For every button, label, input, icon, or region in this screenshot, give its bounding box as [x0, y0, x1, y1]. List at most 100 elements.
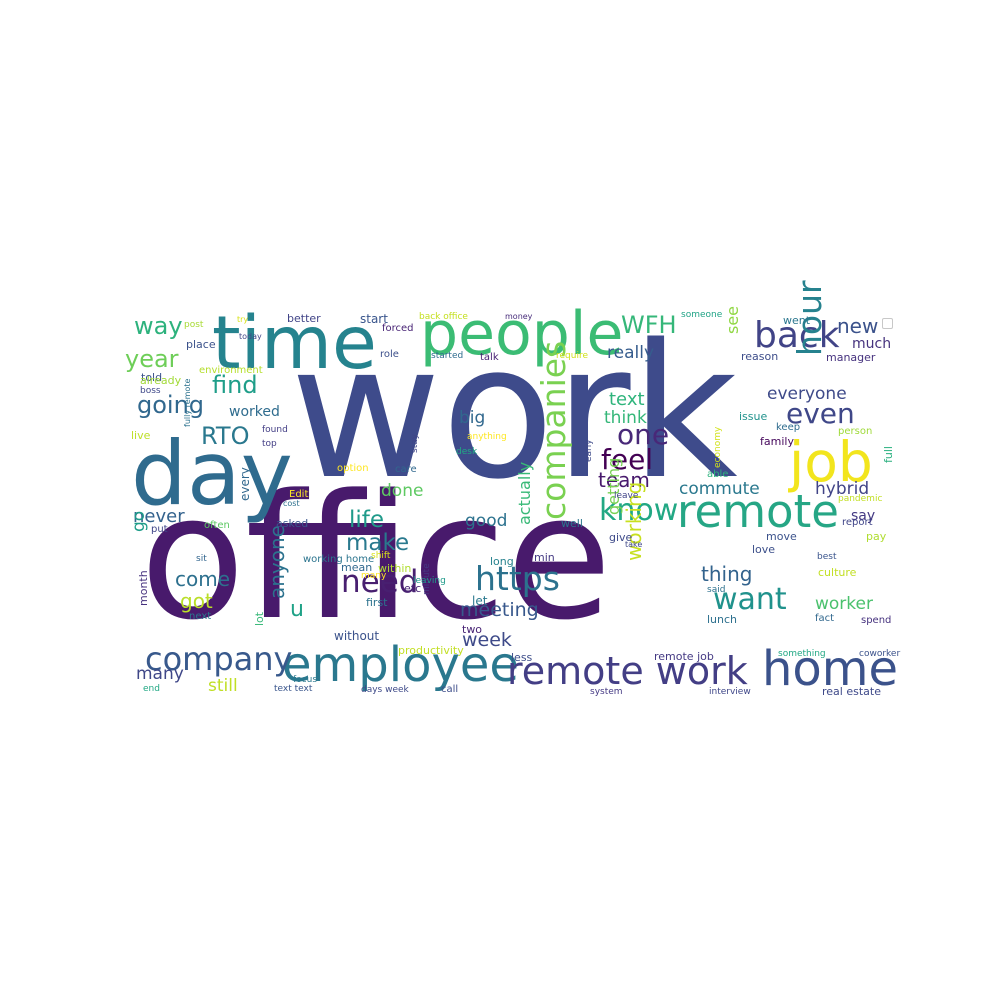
word-want: want [713, 582, 787, 617]
word-move: move [766, 530, 797, 543]
word-done: done [381, 481, 424, 501]
word-even: even [786, 397, 855, 430]
word-care: care [395, 464, 417, 475]
word-new: new [837, 314, 879, 338]
checkbox-icon [882, 318, 893, 329]
word-without: without [334, 629, 380, 643]
word-less: less [511, 651, 533, 664]
word-thing: thing [701, 562, 753, 586]
word-forced: forced [382, 323, 414, 334]
word-sit: sit [196, 554, 207, 564]
word-worked: worked [229, 404, 280, 420]
word-feel: feel [601, 443, 654, 476]
word-first: first [366, 596, 388, 609]
word-year: year [125, 345, 179, 373]
word-productivity: productivity [398, 644, 464, 657]
word-employee: employee [282, 637, 519, 693]
word-going: going [137, 391, 205, 419]
word-big: big [459, 408, 486, 428]
word-money: money [505, 312, 533, 321]
word-back-office: back office [419, 312, 468, 322]
word-focus: focus [293, 675, 318, 685]
word-day: day [131, 422, 293, 525]
word-able: able [707, 469, 729, 480]
word-spend: spend [861, 615, 892, 626]
word-pay: pay [866, 530, 887, 543]
word-work: work [290, 304, 738, 520]
word-time: time [212, 301, 377, 386]
word-hybrid: hybrid [815, 479, 870, 499]
word-end: end [143, 684, 160, 694]
word-remote-work: remote work [507, 649, 748, 693]
word-love: love [752, 543, 776, 556]
word-come: come [175, 567, 231, 591]
word-find: find [212, 371, 258, 399]
word-good: good [465, 511, 508, 531]
word-text: text [609, 389, 645, 410]
word-early: early [584, 439, 594, 462]
word-issue: issue [739, 410, 768, 423]
word-desk: desk [456, 447, 478, 457]
word-culture: culture [818, 566, 857, 579]
word-fully-remote: fully remote [183, 378, 192, 427]
word-got: got [180, 589, 213, 613]
word-start: start [360, 312, 388, 326]
word-meeting: meeting [460, 599, 539, 621]
word-think: think [604, 408, 647, 428]
word-everyone: everyone [767, 384, 847, 404]
word-life: life [349, 507, 385, 533]
word-month: month [137, 570, 150, 606]
word-worker: worker [815, 594, 873, 614]
word-back: back [754, 315, 840, 356]
word-anyone: anyone [265, 525, 289, 599]
word-top: top [262, 439, 277, 449]
word-person: person [838, 426, 873, 437]
word-wfh: WFH [621, 311, 677, 339]
word-boss: boss [140, 386, 161, 396]
word-found: found [262, 425, 288, 435]
word-full: full [882, 446, 895, 463]
word-two: two [462, 623, 483, 636]
word-require: require [556, 351, 588, 361]
word-much: much [852, 336, 892, 352]
word-see: see [723, 305, 742, 334]
word-today: today [239, 332, 262, 341]
word-companies: companies [534, 340, 573, 520]
word-team: team [598, 468, 650, 492]
word-talk: talk [480, 352, 499, 363]
word-home: home [762, 641, 899, 697]
word-one: one [617, 418, 670, 451]
word-really: really [607, 343, 654, 363]
word-lunch: lunch [707, 613, 738, 626]
word-know: know [599, 493, 679, 528]
word-remote: remote [677, 485, 839, 538]
word-keep: keep [776, 422, 801, 433]
word-remote-job: remote job [654, 650, 714, 663]
word-economy: economy [713, 426, 723, 468]
word-text-text: text text [274, 684, 313, 694]
word-better: better [287, 312, 321, 325]
word-every: every [238, 467, 252, 501]
word-commute: commute [679, 479, 760, 499]
word-real-estate: real estate [822, 685, 881, 698]
word-fact: fact [815, 613, 835, 624]
word-min: min [534, 551, 555, 564]
word-live: live [131, 429, 151, 442]
word-coworker: coworker [859, 649, 901, 659]
word-company: company [145, 640, 293, 678]
word-told: told [141, 371, 163, 384]
word-many: many [136, 664, 184, 684]
word-someone: someone [681, 310, 723, 320]
word-edit: Edit [289, 489, 309, 500]
word-try: try [237, 315, 249, 324]
word-went: went [783, 314, 811, 327]
word-leaving: leaving [413, 576, 446, 586]
word-u: u [290, 597, 304, 622]
word-say: say [851, 508, 876, 524]
word-asked: asked [276, 517, 309, 530]
word-within: within [378, 562, 412, 575]
word-need: need [341, 564, 419, 600]
word-report: report [842, 517, 873, 528]
word-put: put [151, 524, 168, 535]
word-manager: manager [826, 351, 876, 364]
